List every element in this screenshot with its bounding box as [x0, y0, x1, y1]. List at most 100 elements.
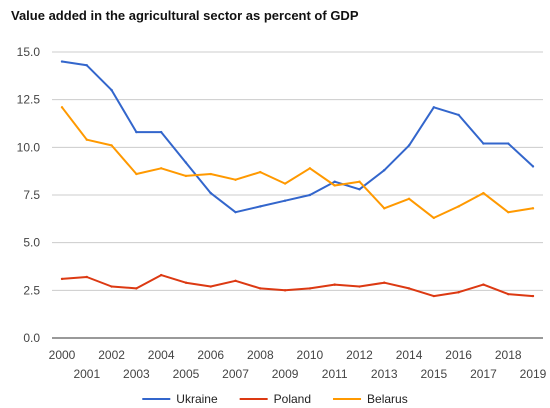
data-point-ukraine — [135, 130, 138, 134]
data-point-poland — [407, 287, 411, 290]
data-point-belarus — [507, 210, 510, 214]
data-point-poland — [531, 294, 535, 298]
data-point-ukraine — [308, 193, 312, 197]
x-tick-label: 2008 — [247, 348, 274, 362]
data-point-ukraine — [209, 191, 212, 195]
data-point-ukraine — [531, 165, 535, 168]
x-tick-label: 2000 — [49, 348, 76, 362]
data-point-poland — [432, 294, 436, 298]
data-point-belarus — [184, 174, 188, 178]
x-tick-label: 2014 — [396, 348, 423, 362]
data-point-poland — [482, 283, 485, 286]
x-tick-label: 2019 — [520, 367, 547, 381]
x-tick-label: 2006 — [197, 348, 224, 362]
legend: Ukraine Poland Belarus — [142, 392, 408, 406]
x-tick-label: 2018 — [495, 348, 522, 362]
x-tick-label: 2017 — [470, 367, 497, 381]
data-point-ukraine — [507, 142, 510, 145]
series-lines — [60, 60, 535, 298]
data-point-poland — [507, 292, 510, 296]
data-point-belarus — [159, 167, 163, 170]
data-point-poland — [308, 287, 312, 290]
data-point-belarus — [308, 167, 312, 170]
data-point-belarus — [283, 182, 287, 185]
x-tick-label: 2015 — [420, 367, 447, 381]
data-point-belarus — [432, 216, 436, 220]
data-point-poland — [383, 281, 386, 284]
x-tick-label: 2011 — [322, 367, 348, 381]
x-tick-label: 2012 — [346, 348, 373, 362]
data-point-ukraine — [85, 64, 88, 67]
x-tick-label: 2016 — [445, 348, 472, 362]
data-point-poland — [259, 287, 262, 290]
x-tick-label: 2004 — [148, 348, 175, 362]
y-tick-label: 5.0 — [23, 236, 40, 250]
data-point-belarus — [209, 172, 212, 176]
data-point-belarus — [60, 106, 64, 109]
x-tick-label: 2003 — [123, 367, 150, 381]
data-point-poland — [184, 281, 188, 284]
data-point-ukraine — [407, 144, 411, 147]
data-point-poland — [457, 291, 460, 294]
data-point-belarus — [135, 172, 138, 176]
y-tick-label: 0.0 — [23, 331, 40, 345]
data-point-ukraine — [482, 142, 485, 145]
data-point-poland — [60, 277, 64, 281]
data-point-poland — [85, 275, 88, 279]
x-tick-label: 2002 — [98, 348, 125, 362]
x-tick-label: 2007 — [222, 367, 249, 381]
data-point-ukraine — [432, 106, 436, 109]
y-tick-label: 15.0 — [17, 45, 41, 59]
data-point-poland — [159, 273, 163, 277]
data-point-belarus — [482, 191, 485, 195]
data-point-belarus — [531, 207, 535, 210]
data-point-belarus — [234, 178, 237, 181]
data-point-ukraine — [333, 180, 336, 183]
data-point-poland — [358, 285, 361, 288]
data-point-belarus — [383, 207, 386, 210]
x-tick-label: 2009 — [272, 367, 299, 381]
data-point-ukraine — [184, 161, 188, 164]
data-point-ukraine — [283, 199, 287, 202]
data-point-poland — [135, 287, 138, 290]
data-point-poland — [110, 285, 113, 288]
data-point-ukraine — [358, 188, 361, 191]
chart-title: Value added in the agricultural sector a… — [11, 8, 359, 23]
x-tick-label: 2010 — [297, 348, 324, 362]
data-point-ukraine — [259, 205, 262, 208]
data-point-poland — [283, 289, 287, 292]
data-point-ukraine — [383, 169, 386, 172]
data-point-poland — [234, 279, 237, 282]
data-point-belarus — [110, 144, 113, 147]
data-point-belarus — [259, 170, 262, 174]
data-point-ukraine — [234, 210, 237, 214]
series-line-belarus — [61, 106, 534, 219]
x-tick-label: 2001 — [73, 367, 100, 381]
y-tick-label: 12.5 — [17, 93, 41, 107]
data-point-belarus — [358, 180, 361, 183]
x-tick-label: 2005 — [173, 367, 200, 381]
y-tick-label: 2.5 — [23, 283, 40, 297]
data-point-ukraine — [60, 60, 64, 63]
series-line-poland — [61, 274, 534, 298]
series-line-ukraine — [61, 60, 534, 214]
grid-lines — [52, 51, 543, 339]
data-point-belarus — [457, 205, 460, 208]
legend-label-poland: Poland — [274, 392, 311, 406]
data-point-belarus — [407, 197, 411, 201]
data-point-ukraine — [457, 113, 460, 117]
legend-label-ukraine: Ukraine — [176, 392, 218, 406]
data-point-ukraine — [110, 88, 113, 92]
x-tick-label: 2013 — [371, 367, 398, 381]
data-point-ukraine — [159, 130, 163, 134]
y-tick-label: 7.5 — [23, 188, 40, 202]
legend-label-belarus: Belarus — [367, 392, 408, 406]
data-point-belarus — [85, 138, 88, 141]
y-tick-label: 10.0 — [17, 140, 41, 154]
y-axis-ticks: 0.0 2.5 5.0 7.5 10.0 12.5 15.0 — [17, 45, 41, 345]
data-point-poland — [333, 283, 336, 286]
x-axis-ticks: 2000 2001 2002 2003 2004 2005 2006 2007 2008 2009… — [49, 348, 547, 381]
data-point-poland — [209, 285, 212, 288]
data-point-belarus — [333, 184, 336, 187]
